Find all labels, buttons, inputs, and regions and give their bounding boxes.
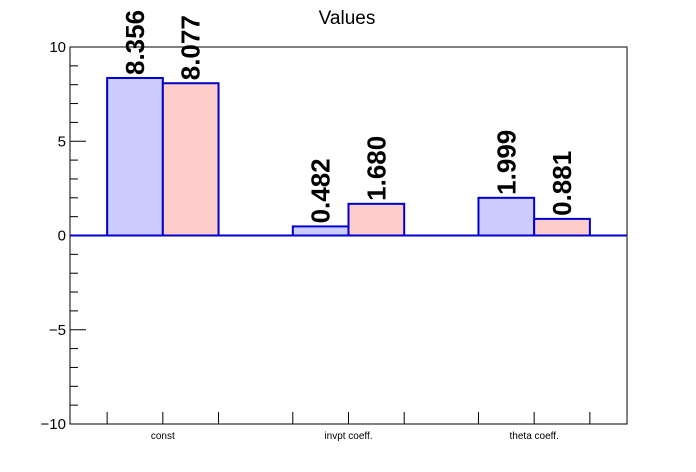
x-ticks: const invpt coeff. theta coeff. [106, 412, 591, 442]
x-category-label: theta coeff. [510, 431, 559, 442]
y-tick-label: 10 [49, 39, 66, 56]
bar [347, 202, 406, 237]
x-category-label: invpt coeff. [324, 431, 372, 442]
data-label: 0.881 [547, 151, 577, 216]
data-label: 1.999 [491, 130, 521, 195]
bar [533, 217, 591, 237]
y-tick-label: −10 [41, 416, 66, 433]
bar [161, 82, 220, 237]
data-label: 8.077 [176, 15, 206, 80]
bar [477, 196, 536, 237]
data-label: 1.680 [361, 136, 391, 201]
bar [106, 76, 164, 237]
chart-title: Values [319, 8, 376, 29]
bar [291, 225, 350, 237]
data-labels: 8.356 8.077 0.482 1.680 1.999 0.881 [120, 10, 577, 224]
bars [106, 76, 591, 237]
y-ticks: −10 −5 0 5 10 [41, 39, 86, 433]
y-tick-label: 0 [58, 228, 66, 245]
y-tick-label: 5 [58, 133, 66, 150]
x-category-label: const [151, 431, 175, 442]
y-tick-label: −5 [49, 322, 66, 339]
data-label: 8.356 [120, 10, 150, 75]
data-label: 0.482 [306, 158, 336, 223]
